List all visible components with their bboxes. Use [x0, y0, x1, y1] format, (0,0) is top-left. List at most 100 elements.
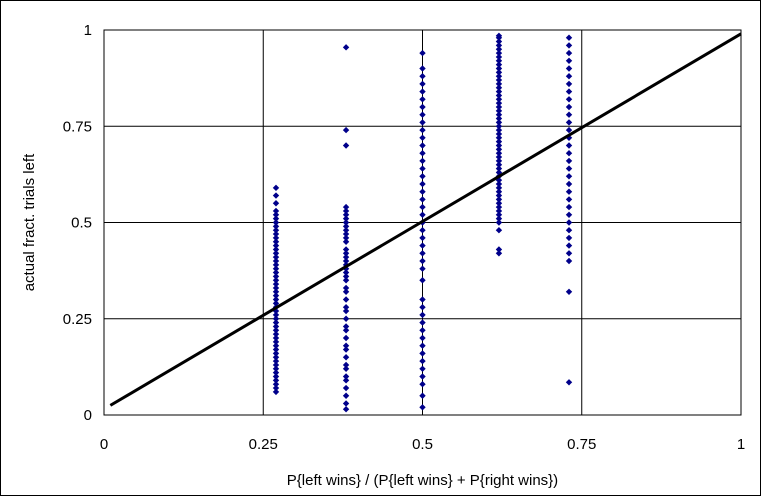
x-tick-label: 0	[100, 436, 108, 453]
data-point	[272, 192, 280, 199]
data-point	[272, 250, 280, 257]
data-point	[419, 304, 426, 311]
data-point	[342, 392, 350, 399]
data-point	[565, 165, 573, 172]
data-point	[342, 250, 350, 257]
data-point	[419, 319, 426, 326]
data-point	[272, 323, 280, 330]
data-point	[565, 379, 573, 386]
plot-area	[103, 29, 742, 416]
data-point	[495, 115, 503, 122]
data-point	[419, 96, 426, 103]
data-point	[495, 42, 503, 49]
data-point	[419, 203, 426, 211]
data-point	[272, 280, 280, 288]
data-point	[272, 330, 280, 338]
data-points	[272, 32, 573, 413]
data-point	[495, 49, 503, 57]
y-axis-title: actual fract. trials left	[21, 153, 38, 291]
data-point	[272, 230, 280, 238]
data-point	[565, 150, 573, 157]
data-point	[272, 242, 280, 249]
data-point	[565, 227, 573, 234]
data-point	[419, 296, 426, 303]
data-point	[419, 404, 426, 411]
data-point	[565, 126, 573, 134]
data-point	[495, 188, 503, 195]
data-point	[419, 365, 426, 372]
data-point	[565, 180, 573, 188]
data-point	[272, 381, 280, 388]
data-point	[495, 142, 503, 149]
data-point	[272, 296, 280, 303]
x-axis-title: P{left wins} / (P{left wins} + P{right w…	[287, 472, 558, 489]
data-point	[495, 38, 503, 45]
data-point	[342, 354, 350, 361]
data-point	[565, 49, 573, 57]
data-point	[342, 246, 350, 253]
data-point	[272, 253, 280, 261]
data-point	[272, 227, 280, 234]
data-point	[565, 234, 573, 242]
data-point	[495, 80, 503, 88]
data-point	[495, 84, 503, 91]
data-point	[272, 315, 280, 322]
data-point	[342, 346, 350, 353]
data-point	[495, 96, 503, 103]
data-point	[272, 292, 280, 299]
data-point	[495, 246, 503, 253]
data-point	[495, 161, 503, 168]
x-tick-label: 0.5	[412, 436, 433, 453]
x-axis-ticks: 0 0.25 0.5 0.75 1	[100, 436, 745, 453]
data-point	[419, 142, 426, 149]
y-tick-label: 1	[84, 22, 92, 39]
data-point	[495, 76, 503, 84]
data-point	[419, 381, 426, 388]
data-point	[495, 184, 503, 192]
data-point	[495, 103, 503, 111]
data-point	[419, 188, 426, 195]
data-point	[495, 46, 503, 53]
data-point	[495, 153, 503, 161]
data-point	[342, 211, 350, 218]
data-point	[272, 234, 280, 242]
data-point	[565, 103, 573, 111]
data-point	[342, 323, 350, 330]
data-point	[342, 230, 350, 238]
data-point	[342, 142, 350, 149]
data-point	[419, 196, 426, 203]
data-point	[272, 377, 280, 384]
data-point	[419, 257, 426, 265]
data-point	[565, 288, 573, 295]
data-point	[419, 49, 426, 57]
data-point	[272, 273, 280, 280]
data-point	[272, 311, 280, 319]
data-point	[565, 173, 573, 180]
data-point	[565, 188, 573, 195]
data-point	[342, 207, 350, 215]
data-point	[342, 126, 350, 134]
data-point	[342, 257, 350, 265]
data-point	[495, 53, 503, 61]
data-point	[419, 234, 426, 242]
data-point	[495, 146, 503, 153]
y-tick-label: 0.25	[63, 311, 92, 328]
data-point	[565, 242, 573, 249]
data-point	[342, 253, 350, 261]
data-point	[272, 369, 280, 376]
reference-line	[109, 32, 742, 407]
data-point	[419, 392, 426, 399]
data-point	[495, 134, 503, 141]
data-point	[272, 357, 280, 365]
data-point	[342, 384, 350, 392]
data-point	[495, 61, 503, 68]
data-point	[565, 65, 573, 72]
data-point	[419, 342, 426, 349]
data-point	[419, 119, 426, 126]
data-point	[272, 184, 280, 192]
data-point	[419, 350, 426, 357]
data-point	[272, 327, 280, 334]
data-point	[495, 215, 503, 222]
